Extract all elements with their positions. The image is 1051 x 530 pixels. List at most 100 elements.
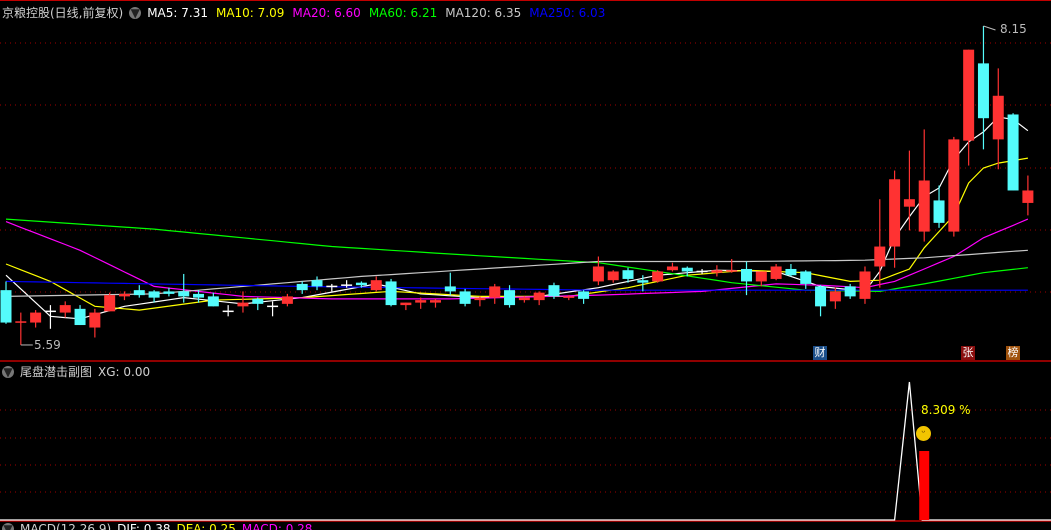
candle-body bbox=[903, 199, 915, 207]
low-price-label: 5.59 bbox=[34, 338, 61, 352]
candle-body bbox=[0, 290, 12, 323]
chevron-down-icon[interactable]: ▼ bbox=[129, 5, 142, 20]
candle-body bbox=[296, 283, 308, 291]
candle-body bbox=[711, 270, 723, 273]
candle-body bbox=[474, 297, 486, 301]
candle-body bbox=[637, 280, 649, 283]
candle-body bbox=[518, 297, 530, 301]
macd-title: MACD(12,26,9) bbox=[20, 522, 112, 530]
candle-body bbox=[607, 271, 619, 281]
smiley-icon: ᵕ bbox=[916, 426, 931, 441]
candle-body bbox=[148, 291, 160, 298]
candle-body bbox=[74, 308, 86, 326]
candle-body bbox=[59, 305, 71, 313]
candle-body bbox=[370, 280, 382, 291]
candle-body bbox=[252, 298, 264, 304]
stock-title: 京粮控股(日线,前复权) bbox=[2, 6, 124, 20]
candle-body bbox=[977, 63, 989, 119]
high-price-label: 8.15 bbox=[1000, 22, 1027, 36]
candle-body bbox=[207, 296, 219, 307]
finance-marker[interactable]: 财 bbox=[813, 346, 827, 360]
candle-body bbox=[548, 285, 560, 297]
candle-body bbox=[963, 49, 975, 141]
candle-body bbox=[281, 296, 293, 304]
ma-legend-item: MA20: 6.60 bbox=[292, 5, 361, 20]
xg-line bbox=[0, 381, 1051, 521]
ma-line-ma10 bbox=[5, 157, 1028, 311]
candle-body bbox=[237, 302, 249, 307]
candle-body bbox=[770, 266, 782, 279]
candle-body bbox=[415, 300, 427, 303]
candle-body bbox=[666, 266, 678, 271]
ma-line-ma20 bbox=[5, 218, 1029, 300]
high-pointer bbox=[983, 25, 996, 31]
ma-line-ma60 bbox=[5, 218, 1028, 293]
candle-body bbox=[459, 291, 471, 304]
sub-panel-title: 尾盘潜击副图 bbox=[20, 365, 93, 379]
macd-dif: DIF: 0.38 bbox=[117, 522, 171, 530]
ma-line-ma120 bbox=[5, 249, 1028, 297]
candle-body bbox=[726, 270, 738, 272]
candle-body bbox=[992, 95, 1004, 140]
ma-legend-item: MA10: 7.09 bbox=[215, 5, 285, 20]
candle-body bbox=[429, 300, 441, 303]
candle-body bbox=[933, 200, 945, 223]
ma-line-ma250 bbox=[5, 280, 1028, 291]
candle-body bbox=[311, 280, 323, 287]
macd-dea: DEA: 0.25 bbox=[176, 522, 236, 530]
candle-body bbox=[563, 296, 575, 298]
candle-body bbox=[859, 271, 871, 299]
candle-body bbox=[89, 312, 101, 328]
candle-body bbox=[1022, 190, 1034, 203]
ma-legend-item: MA60: 6.21 bbox=[368, 5, 438, 20]
xg-bar bbox=[919, 451, 930, 520]
macd-legend: ▼ MACD(12,26,9) DIF: 0.38 DEA: 0.25 MACD… bbox=[2, 522, 312, 530]
candle-body bbox=[533, 292, 545, 301]
ma-legend-item: MA5: 7.31 bbox=[147, 5, 208, 20]
candle-body bbox=[681, 267, 693, 272]
macd-value: MACD: 0.28 bbox=[241, 522, 313, 530]
ma-legend-item: MA120: 6.35 bbox=[445, 5, 522, 20]
candle-body bbox=[800, 271, 812, 284]
candle-body bbox=[444, 286, 456, 292]
limit-up-marker[interactable]: 张 bbox=[961, 346, 975, 360]
candle-body bbox=[622, 270, 634, 279]
candle-body bbox=[578, 291, 590, 299]
candle-body bbox=[15, 321, 27, 323]
chevron-down-icon[interactable]: ▼ bbox=[2, 523, 14, 530]
candle-body bbox=[948, 139, 960, 232]
candle-body bbox=[30, 312, 42, 323]
ranking-marker[interactable]: 榜 bbox=[1006, 346, 1020, 360]
chevron-down-icon[interactable]: ▼ bbox=[2, 364, 14, 379]
ma-legend: MA5: 7.31 MA10: 7.09 MA20: 6.60 MA60: 6.21 M… bbox=[147, 6, 605, 20]
candle-body bbox=[385, 281, 397, 306]
candle-body bbox=[592, 266, 604, 282]
candle-body bbox=[489, 286, 501, 298]
candle-body bbox=[785, 268, 797, 276]
candle-body bbox=[755, 271, 767, 282]
candle-body bbox=[178, 291, 190, 297]
candle-body bbox=[889, 179, 901, 247]
candle-body bbox=[1007, 114, 1019, 191]
candle-body bbox=[133, 290, 145, 296]
candle-body bbox=[874, 246, 886, 267]
candle-body bbox=[844, 286, 856, 297]
candle-body bbox=[829, 291, 841, 302]
candle-body bbox=[652, 271, 664, 282]
ma-legend-item: MA250: 6.03 bbox=[529, 5, 606, 20]
candle-body bbox=[118, 293, 130, 297]
candle-body bbox=[918, 180, 930, 232]
candle-body bbox=[104, 295, 116, 312]
sub-legend: ▼ 尾盘潜击副图 XG: 0.00 bbox=[2, 363, 150, 380]
candle-body bbox=[741, 268, 752, 282]
candle-body bbox=[355, 282, 367, 286]
candle-body bbox=[163, 291, 175, 294]
xg-annotation: 8.309 % bbox=[921, 403, 971, 417]
candle-body bbox=[504, 290, 516, 306]
candle-body bbox=[193, 293, 205, 298]
main-legend: 京粮控股(日线,前复权) ▼ MA5: 7.31 MA10: 7.09 MA20: … bbox=[2, 4, 605, 21]
xg-value: XG: 0.00 bbox=[98, 364, 151, 379]
candle-body bbox=[815, 286, 827, 307]
